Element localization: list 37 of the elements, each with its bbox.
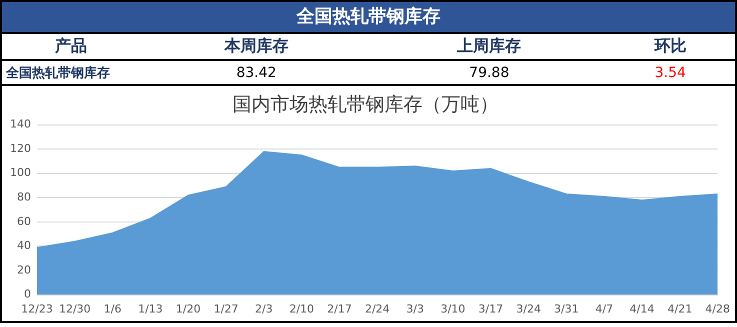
x-tick-label: 3/24 [516,302,541,316]
x-tick-label: 4/28 [705,302,730,316]
text: 全国热轧带钢库存 [2,60,140,84]
x-tick-label: 2/17 [327,302,352,316]
y-tick-label: 80 [16,190,31,204]
y-tick-label: 60 [16,214,31,228]
x-tick-label: 1/20 [176,302,201,316]
y-tick-label: 100 [10,166,31,180]
category-label: 本周库存 [140,33,373,60]
text: 产品 [2,33,140,60]
y-tick-label: 40 [16,239,31,252]
y-tick-label: 140 [10,118,31,131]
x-tick-label: 4/14 [630,302,654,316]
x-tick-label: 4/21 [667,302,692,316]
x-tick-label: 2/10 [289,302,314,316]
x-tick-label: 3/31 [554,302,579,316]
x-tick-label: 1/13 [138,302,163,316]
chart-title: 国内市场热轧带钢库存（万吨） [232,93,498,116]
x-tick-label: 3/10 [440,302,466,316]
x-tick-label: 1/27 [214,302,238,316]
x-tick-label: 4/7 [595,302,614,316]
data-label: 79.88 [372,60,606,84]
category-label: 环比 [606,33,735,60]
x-tick-label: 1/6 [104,302,122,316]
x-tick-label: 12/30 [58,302,91,316]
y-tick-label: 120 [10,142,31,155]
category-label: 上周库存 [372,33,606,60]
x-tick-label: 3/17 [478,302,504,316]
y-tick-label: 20 [16,263,31,276]
x-tick-label: 2/3 [255,302,273,316]
data-label: 3.54 [606,60,735,84]
x-tick-label: 12/23 [21,302,53,316]
x-tick-label: 2/24 [364,302,390,316]
x-tick-label: 3/3 [406,302,424,316]
text: 全国热轧带钢库存 [2,2,735,32]
data-label: 83.42 [140,60,373,84]
y-tick-label: 0 [24,288,31,301]
